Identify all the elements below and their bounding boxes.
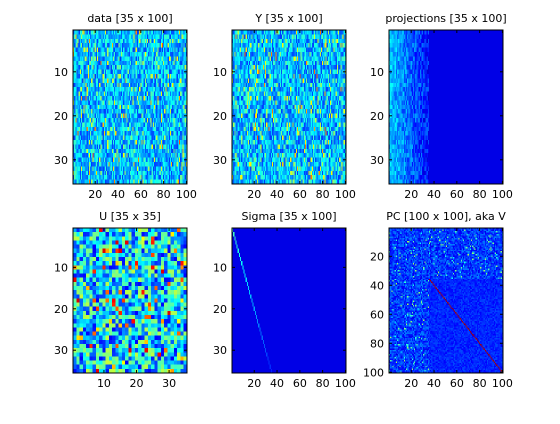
subplot-title: Sigma [35 x 100] xyxy=(241,210,336,223)
x-tick-label: 60 xyxy=(450,377,464,390)
axes-frame xyxy=(231,29,347,185)
y-tick-label: 20 xyxy=(54,110,68,123)
x-tick-label: 100 xyxy=(176,188,197,201)
subplot-title: PC [100 x 100], aka V xyxy=(386,210,506,223)
x-tick-label: 10 xyxy=(97,377,111,390)
y-tick-label: 10 xyxy=(54,66,68,79)
subplot-data: data [35 x 100] 20 40 60 80 100 10 20 30 xyxy=(54,12,197,201)
y-tick-label: 10 xyxy=(370,66,384,79)
x-tick-label: 40 xyxy=(270,377,284,390)
y-tick-label: 20 xyxy=(54,303,68,316)
subplot-Y: Y [35 x 100] 20 40 60 80 100 10 20 30 xyxy=(213,12,356,201)
axes-frame xyxy=(388,227,504,374)
x-tick-label: 60 xyxy=(293,188,307,201)
y-tick-label: 30 xyxy=(54,154,68,167)
subplot-title: Y [35 x 100] xyxy=(254,12,322,25)
y-tick-label: 20 xyxy=(370,110,384,123)
x-tick-label: 80 xyxy=(316,188,330,201)
x-tick-label: 20 xyxy=(88,188,102,201)
x-tick-label: 100 xyxy=(492,188,513,201)
y-tick-label: 10 xyxy=(213,261,227,274)
heatmap-image xyxy=(389,228,503,373)
x-tick-label: 60 xyxy=(134,188,148,201)
x-tick-label: 80 xyxy=(473,377,487,390)
x-tick-label: 100 xyxy=(335,377,356,390)
y-tick-label: 20 xyxy=(213,110,227,123)
heatmap-image xyxy=(232,228,346,373)
y-tick-label: 30 xyxy=(213,154,227,167)
x-tick-label: 20 xyxy=(404,188,418,201)
subplot-title: data [35 x 100] xyxy=(87,12,172,25)
y-tick-label: 30 xyxy=(54,344,68,357)
y-tick-label: 60 xyxy=(370,308,384,321)
y-tick-label: 30 xyxy=(213,344,227,357)
y-tick-label: 10 xyxy=(213,66,227,79)
subplot-title: projections [35 x 100] xyxy=(385,12,506,25)
heatmap-image xyxy=(73,228,187,373)
subplot-title: U [35 x 35] xyxy=(99,210,161,223)
y-tick-label: 80 xyxy=(370,337,384,350)
x-tick-label: 20 xyxy=(247,188,261,201)
x-tick-label: 40 xyxy=(270,188,284,201)
subplot-projections: projections [35 x 100] 20 40 60 80 100 10 20 30 xyxy=(370,12,513,201)
x-tick-label: 60 xyxy=(293,377,307,390)
heatmap-image xyxy=(73,30,187,184)
subplot-Sigma: Sigma [35 x 100] 20 40 60 80 100 10 20 30 xyxy=(213,210,356,390)
y-tick-label: 30 xyxy=(370,154,384,167)
axes-frame xyxy=(388,29,504,185)
y-tick-label: 10 xyxy=(54,261,68,274)
axes-frame xyxy=(72,29,188,185)
x-tick-label: 20 xyxy=(247,377,261,390)
y-tick-label: 20 xyxy=(370,250,384,263)
x-tick-label: 100 xyxy=(492,377,513,390)
x-tick-label: 60 xyxy=(450,188,464,201)
x-tick-label: 40 xyxy=(111,188,125,201)
y-tick-label: 40 xyxy=(370,279,384,292)
axes-frame xyxy=(72,227,188,374)
heatmap-image xyxy=(389,30,503,184)
axes-frame xyxy=(231,227,347,374)
x-tick-label: 80 xyxy=(157,188,171,201)
y-tick-label: 100 xyxy=(363,366,384,379)
subplot-PC: PC [100 x 100], aka V 20 40 60 80 100 20 40 60 80… xyxy=(363,210,513,390)
x-tick-label: 100 xyxy=(335,188,356,201)
subplot-U: U [35 x 35] 10 20 30 10 20 30 xyxy=(54,210,188,390)
x-tick-label: 20 xyxy=(130,377,144,390)
y-tick-label: 20 xyxy=(213,303,227,316)
x-tick-label: 40 xyxy=(427,377,441,390)
x-tick-label: 80 xyxy=(473,188,487,201)
heatmap-image xyxy=(232,30,346,184)
x-tick-label: 20 xyxy=(404,377,418,390)
x-tick-label: 40 xyxy=(427,188,441,201)
x-tick-label: 80 xyxy=(316,377,330,390)
x-tick-label: 30 xyxy=(162,377,176,390)
